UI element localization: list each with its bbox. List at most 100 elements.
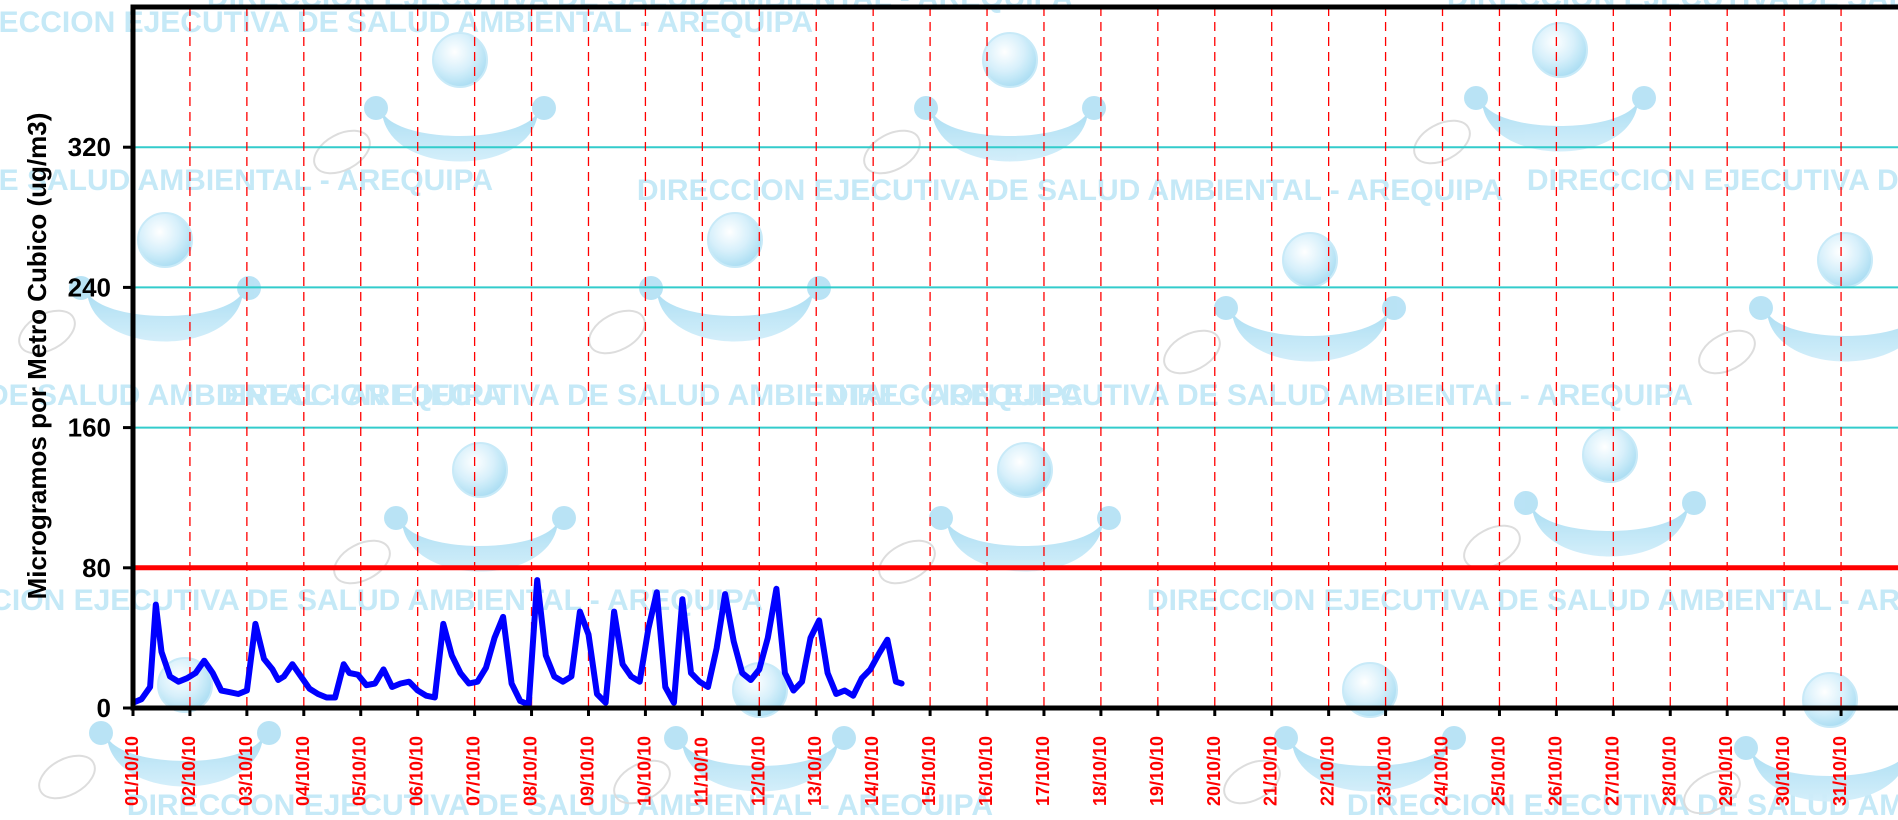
logo-arms-shape <box>87 292 243 342</box>
logo-hand-left <box>1214 296 1238 320</box>
person-arms-logo-icon <box>313 32 556 175</box>
logo-hand-right <box>1097 506 1121 530</box>
y-tick-label: 0 <box>97 693 111 723</box>
data-point <box>536 579 539 581</box>
data-point <box>317 693 319 695</box>
plot-frame <box>130 4 1898 711</box>
logo-hand-left <box>69 276 93 300</box>
data-point <box>613 610 615 613</box>
data-point <box>263 658 265 660</box>
logo-hand-right <box>257 721 281 745</box>
logo-hand-left <box>1464 86 1488 110</box>
logo-head <box>997 442 1053 498</box>
x-tick-label: 23/10/10 <box>1375 736 1395 806</box>
logo-hand-left <box>914 96 938 120</box>
logo-hand-left <box>1734 736 1758 760</box>
data-point <box>416 689 419 692</box>
x-tick-label: 09/10/10 <box>577 736 597 806</box>
data-point <box>300 675 302 678</box>
data-point <box>228 691 231 694</box>
data-point <box>869 668 872 671</box>
x-tick-label: 20/10/10 <box>1204 736 1224 806</box>
logo-arms-shape <box>107 737 263 787</box>
data-point <box>308 687 311 690</box>
data-point <box>160 651 163 653</box>
data-point <box>792 689 795 692</box>
logo-hand-left <box>929 506 953 530</box>
logo-head <box>1817 232 1873 288</box>
logo-hand-right <box>832 726 856 750</box>
logo-swirl <box>1413 119 1471 165</box>
data-point <box>570 675 573 678</box>
data-point <box>732 640 735 643</box>
logo-swirl <box>1683 769 1741 815</box>
logo-swirl <box>1163 329 1221 375</box>
data-point <box>562 680 564 683</box>
logo-swirl <box>1463 524 1521 570</box>
data-point <box>818 619 820 622</box>
data-point <box>587 633 590 636</box>
logo-hand-left <box>1749 296 1773 320</box>
y-tick-label: 320 <box>68 132 111 162</box>
watermark-text: DIRECCION EJECUTIVA DE SALUD AMBIENTAL -… <box>0 379 503 412</box>
data-point <box>758 668 761 671</box>
person-arms-logo-icon <box>333 442 576 585</box>
watermark-text: DIRECCION EJECUTIVA DE SALUD AMBIENTAL -… <box>1147 584 1898 617</box>
person-arms-logo-icon <box>878 442 1121 585</box>
y-axis-title: Microgramos por Metro Cubico (ug/m3) <box>22 113 52 600</box>
x-tick-label: 24/10/10 <box>1432 736 1452 806</box>
logo-hand-right <box>552 506 576 530</box>
data-point <box>169 675 171 678</box>
watermark-text: DIRECCION EJECUTIVA DE SALUD AMBIENTAL -… <box>827 379 1693 412</box>
x-tick-label: 05/10/10 <box>350 736 370 806</box>
x-tick-label: 06/10/10 <box>407 736 427 806</box>
data-point <box>149 686 151 688</box>
data-point <box>493 637 496 639</box>
y-tick-label: 160 <box>68 413 111 443</box>
data-point <box>656 591 658 594</box>
logo-head <box>1802 672 1858 728</box>
logo-head <box>707 212 763 268</box>
watermark-text: DIRECCION EJECUTIVA DE SALUD AMBIENTAL -… <box>0 584 763 617</box>
data-point <box>749 679 752 681</box>
logo-arms-shape <box>657 292 813 342</box>
x-tick-label: 25/10/10 <box>1488 736 1508 806</box>
data-point <box>860 677 863 680</box>
logo-arms-shape <box>682 742 838 792</box>
x-tick-label: 17/10/10 <box>1033 736 1053 806</box>
x-tick-label: 12/10/10 <box>748 736 768 806</box>
data-point <box>664 686 667 688</box>
person-arms-logo-icon <box>1698 232 1898 375</box>
data-point <box>291 663 294 665</box>
logo-arms-shape <box>402 522 558 572</box>
data-point <box>724 593 726 595</box>
person-arms-logo-icon <box>1163 232 1406 375</box>
data-point <box>177 680 180 683</box>
data-point <box>767 637 769 639</box>
data-point <box>408 680 410 683</box>
data-point <box>476 680 479 683</box>
person-arms-logo-icon <box>1413 22 1656 165</box>
data-point <box>254 623 257 625</box>
logo-hand-right <box>1082 96 1106 120</box>
data-point <box>527 703 530 706</box>
y-tick-label: 80 <box>82 553 111 583</box>
logo-head <box>1582 427 1638 483</box>
data-point <box>433 696 436 699</box>
person-arms-logo-icon <box>1223 662 1466 805</box>
data-point <box>835 693 837 695</box>
logo-swirl <box>1223 759 1281 805</box>
person-arms-logo-icon <box>1683 672 1898 815</box>
logo-head <box>137 212 193 268</box>
logo-hand-left <box>89 721 113 745</box>
data-point <box>809 637 812 639</box>
data-point <box>459 672 462 674</box>
logo-hand-right <box>1442 726 1466 750</box>
x-tick-label: 02/10/10 <box>179 736 199 806</box>
x-tick-label: 01/10/10 <box>122 736 142 806</box>
data-layer <box>133 565 1898 708</box>
data-point <box>211 672 214 674</box>
data-point <box>140 698 143 701</box>
data-point <box>878 652 880 655</box>
data-point <box>442 623 445 625</box>
